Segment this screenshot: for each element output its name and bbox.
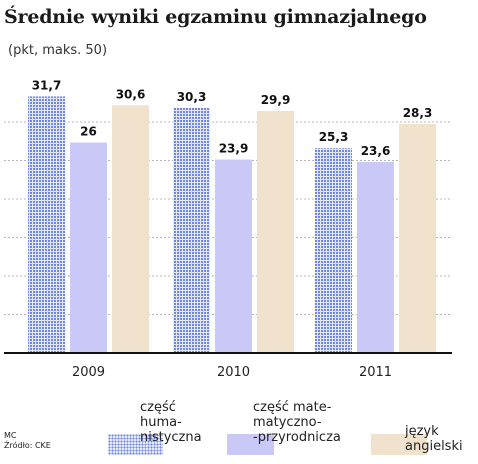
source-label: Źródło: CKE <box>4 441 51 450</box>
legend-swatch-matematyczno-przyrodnicza <box>227 434 274 455</box>
legend-swatch-humanistyczna <box>108 434 163 455</box>
x-axis-tick-labels: 2009 2010 2011 <box>72 365 392 380</box>
data-label-2010-series-2: 29,9 <box>261 93 291 107</box>
author-initials: MC <box>4 431 17 440</box>
data-label-2011-series-0: 25,3 <box>319 130 349 144</box>
legend-label-humanistyczna: część huma- nistyczna <box>140 400 202 445</box>
x-tick-label-2009: 2009 <box>72 365 105 380</box>
chart-title: Średnie wyniki egzaminu gimnazjalnego <box>4 6 427 28</box>
bar-2010-series-0 <box>173 107 210 354</box>
x-tick-label-2010: 2010 <box>217 365 250 380</box>
chart-subtitle: (pkt, maks. 50) <box>8 43 108 58</box>
data-label-2010-series-1: 23,9 <box>219 142 249 156</box>
bar-2009-series-2 <box>112 105 149 353</box>
credit: MC Źródło: CKE <box>4 431 51 451</box>
data-label-2011-series-1: 23,6 <box>361 144 391 158</box>
bar-2011-series-1 <box>357 161 394 353</box>
x-tick-label-2011: 2011 <box>359 365 392 380</box>
legend-swatch-angielski <box>371 434 427 455</box>
bar-group-2010: 30,3 23,9 29,9 <box>173 90 294 354</box>
bar-groups: 31,7 26 30,6 30,3 23,9 29,9 25,3 23,6 28,3 <box>28 78 436 354</box>
bar-2009-series-0 <box>28 96 65 353</box>
bar-2011-series-2 <box>399 123 436 354</box>
bar-group-2011: 25,3 23,6 28,3 <box>315 106 436 354</box>
data-label-2009-series-2: 30,6 <box>116 87 146 101</box>
data-label-2009-series-1: 26 <box>80 125 97 139</box>
bar-group-2009: 31,7 26 30,6 <box>28 78 149 353</box>
bar-2011-series-0 <box>315 148 352 353</box>
bar-2010-series-2 <box>257 110 294 353</box>
bar-2009-series-1 <box>70 142 107 353</box>
data-label-2009-series-0: 31,7 <box>32 78 62 92</box>
data-label-2011-series-2: 28,3 <box>403 106 433 120</box>
legend-label-matematyczno-przyrodnicza: część mate- matyczno- -przyrodnicza <box>253 400 341 445</box>
data-label-2010-series-0: 30,3 <box>177 90 207 104</box>
legend-label-angielski: język angielski <box>405 424 463 454</box>
bar-2010-series-1 <box>215 159 252 353</box>
